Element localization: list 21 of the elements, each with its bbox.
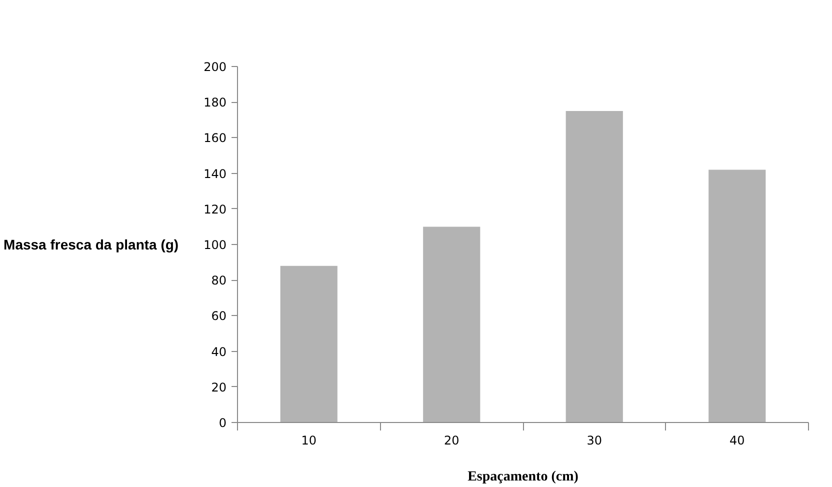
x-tick-label: 40: [729, 434, 745, 448]
y-axis-title: Massa fresca da planta (g): [4, 236, 179, 252]
x-tick-label: 20: [444, 434, 460, 448]
y-tick-label: 0: [218, 416, 227, 430]
y-tick-label: 20: [211, 380, 227, 394]
y-tick-label: 180: [204, 96, 226, 110]
y-tick-label: 120: [204, 202, 226, 216]
y-tick-label: 200: [204, 60, 226, 74]
y-tick-label: 60: [211, 309, 227, 324]
y-tick-label: 140: [204, 166, 226, 181]
y-tick-label: 80: [211, 274, 227, 288]
bar: [566, 111, 623, 422]
bar: [280, 266, 338, 422]
x-tick-label: 30: [586, 434, 602, 448]
y-tick-label: 40: [211, 344, 227, 359]
x-tick-label: 10: [301, 434, 317, 448]
y-tick-label: 160: [204, 131, 226, 146]
x-axis-title: Espaçamento (cm): [468, 470, 579, 484]
bar: [708, 170, 766, 422]
bar: [423, 226, 480, 422]
y-tick-label: 100: [204, 238, 226, 252]
